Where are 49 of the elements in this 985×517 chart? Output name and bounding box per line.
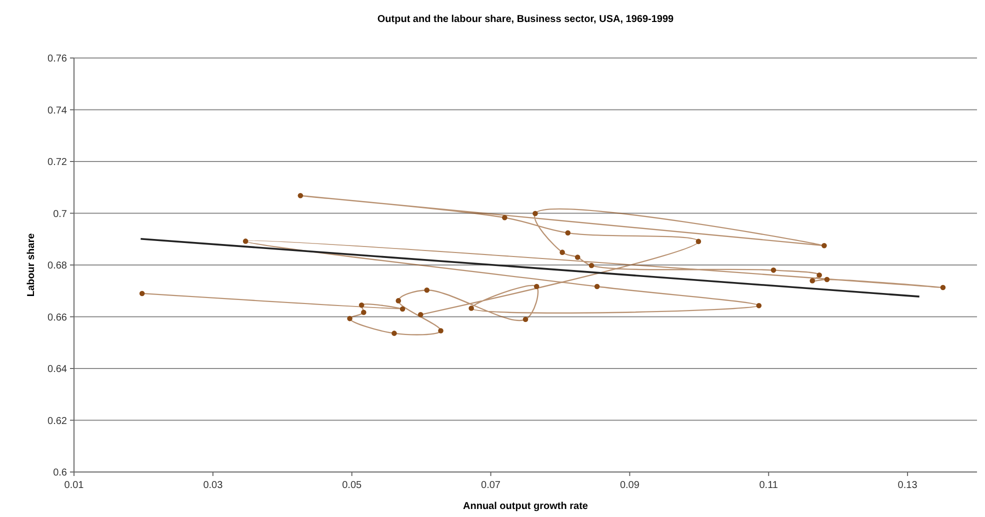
point [424, 287, 430, 293]
point [502, 215, 508, 220]
point [565, 230, 571, 236]
y-tick-label: 0.72 [48, 157, 68, 168]
x-tick-label: 0.07 [481, 480, 501, 491]
point [522, 316, 528, 322]
x-tick-label: 0.03 [203, 480, 224, 491]
point [418, 312, 424, 318]
x-tick-label: 0.13 [898, 480, 918, 491]
point [824, 276, 830, 282]
point [396, 298, 402, 304]
y-tick-label: 0.74 [48, 105, 68, 116]
point [438, 328, 444, 334]
y-tick-label: 0.68 [48, 260, 68, 272]
x-tick-label: 0.11 [759, 480, 778, 491]
y-tick-label: 0.62 [48, 416, 68, 427]
point [940, 284, 946, 290]
point [816, 272, 822, 278]
y-tick-label: 0.7 [53, 208, 68, 220]
point [358, 302, 364, 308]
point [594, 284, 600, 290]
y-tick-label: 0.64 [48, 364, 68, 375]
chart-title: Output and the labour share, Business sector, USA, 1969-1999 [377, 14, 674, 25]
point [810, 278, 816, 284]
point [756, 302, 762, 308]
point [400, 306, 406, 312]
point [468, 306, 474, 311]
point [770, 268, 776, 273]
point [560, 250, 565, 255]
point [532, 210, 538, 216]
point [822, 242, 827, 248]
y-tick-label: 0.6 [53, 468, 68, 478]
point [298, 193, 304, 198]
point [242, 238, 248, 244]
y-axis-title: Labour share [26, 232, 37, 297]
point [139, 290, 145, 296]
x-axis-title: Annual output growth rate [463, 501, 588, 512]
point [696, 238, 702, 244]
point [347, 316, 352, 322]
point [361, 310, 366, 315]
point [534, 284, 540, 290]
point [588, 262, 594, 268]
point [392, 330, 397, 336]
y-tick-label: 0.76 [48, 54, 68, 64]
x-tick-label: 0.01 [64, 480, 84, 491]
x-tick-label: 0.09 [620, 480, 640, 491]
y-tick-label: 0.66 [48, 312, 68, 324]
point [574, 254, 580, 260]
x-tick-label: 0.05 [342, 480, 362, 491]
